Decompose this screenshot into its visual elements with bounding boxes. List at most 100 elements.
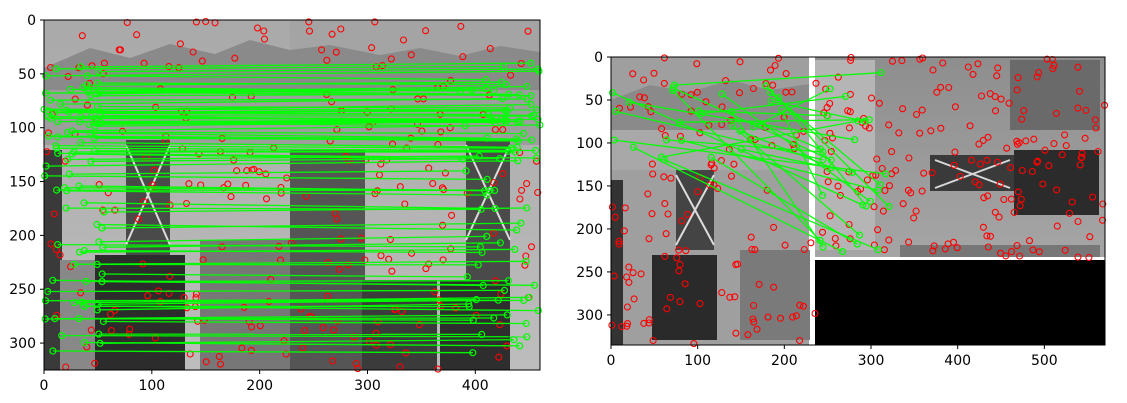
- match-line: [84, 202, 496, 210]
- keypoint-marker: [216, 360, 225, 368]
- keypoint-marker: [1074, 63, 1082, 71]
- keypoint-marker: [750, 318, 758, 326]
- keypoint-marker: [949, 238, 958, 246]
- keypoint-marker: [907, 189, 915, 197]
- keypoint-marker: [176, 40, 184, 48]
- keypoint-marker: [879, 207, 887, 215]
- keypoint-marker: [1017, 195, 1025, 203]
- keypoint-marker: [630, 295, 638, 303]
- match-line: [681, 139, 879, 191]
- keypoint-marker: [753, 325, 761, 333]
- keypoint-marker: [899, 200, 907, 208]
- keypoint-marker: [693, 88, 701, 96]
- keypoint-marker: [111, 206, 119, 214]
- match-endpoint: [483, 232, 491, 240]
- keypoint-marker: [747, 233, 755, 241]
- match-line: [67, 155, 480, 161]
- match-line: [54, 110, 508, 114]
- match-endpoint: [491, 186, 499, 194]
- left-xtick-label: 200: [246, 378, 273, 394]
- keypoint-marker: [1041, 146, 1049, 154]
- keypoint-marker: [730, 160, 738, 168]
- match-line: [47, 289, 505, 293]
- keypoint-marker: [933, 88, 941, 96]
- keypoint-marker: [1091, 116, 1099, 124]
- match-endpoint: [63, 128, 72, 136]
- keypoint-marker: [650, 69, 658, 77]
- keypoint-marker: [1085, 253, 1093, 262]
- keypoint-marker: [964, 63, 972, 71]
- keypoint-marker: [910, 214, 918, 222]
- match-endpoint: [882, 170, 890, 178]
- keypoint-marker: [764, 313, 772, 321]
- match-line: [101, 222, 521, 229]
- keypoint-marker: [750, 301, 758, 310]
- keypoint-marker: [667, 174, 675, 182]
- keypoint-marker: [916, 129, 924, 137]
- keypoint-marker: [189, 48, 197, 56]
- keypoint-marker: [799, 302, 807, 310]
- match-line: [633, 146, 843, 253]
- match-endpoint: [77, 63, 85, 71]
- keypoint-marker: [751, 246, 759, 254]
- keypoint-marker: [387, 55, 395, 63]
- match-line: [666, 139, 823, 153]
- match-endpoint: [625, 98, 633, 106]
- keypoint-marker: [133, 31, 141, 39]
- keypoint-marker: [629, 70, 637, 78]
- match-endpoint: [819, 243, 827, 251]
- match-endpoint: [530, 281, 539, 289]
- keypoint-marker: [1013, 140, 1021, 148]
- keypoint-marker: [991, 93, 999, 101]
- keypoint-marker: [645, 319, 653, 327]
- match-line: [82, 86, 461, 92]
- keypoint-marker: [971, 178, 979, 186]
- match-endpoint: [736, 127, 744, 135]
- keypoint-marker: [446, 124, 454, 132]
- keypoint-marker: [44, 129, 52, 137]
- match-endpoint: [511, 245, 519, 253]
- keypoint-marker: [47, 240, 55, 248]
- keypoint-marker: [429, 179, 437, 188]
- keypoint-marker: [645, 235, 653, 243]
- keypoint-marker: [984, 192, 992, 200]
- right-ytick-label: 250: [576, 265, 603, 281]
- match-endpoint: [510, 336, 518, 344]
- match-endpoint: [737, 145, 746, 153]
- match-endpoint: [87, 157, 95, 165]
- match-endpoint: [523, 204, 531, 212]
- keypoint-marker: [50, 210, 58, 218]
- match-endpoint: [62, 106, 70, 114]
- keypoint-marker: [744, 331, 752, 339]
- match-endpoint: [612, 107, 620, 116]
- match-endpoint: [855, 231, 864, 239]
- keypoint-marker: [1078, 153, 1086, 161]
- keypoint-marker: [648, 160, 656, 168]
- keypoint-marker: [966, 122, 974, 130]
- keypoint-marker: [64, 72, 72, 81]
- match-line: [44, 175, 488, 181]
- match-endpoint: [482, 84, 490, 93]
- keypoint-marker: [218, 243, 226, 251]
- match-endpoint: [70, 148, 78, 156]
- keypoint-marker: [950, 161, 958, 169]
- keypoint-marker: [115, 46, 123, 54]
- keypoint-marker: [706, 181, 714, 189]
- right-xtick-label: 300: [858, 353, 885, 369]
- keypoint-marker: [675, 246, 683, 254]
- keypoint-marker: [1014, 74, 1022, 82]
- keypoint-marker: [781, 241, 789, 249]
- keypoint-marker: [693, 60, 701, 68]
- match-endpoint: [66, 85, 75, 94]
- match-endpoint: [877, 69, 885, 77]
- match-endpoint: [513, 118, 522, 126]
- keypoint-marker: [1045, 162, 1053, 170]
- keypoint-marker: [118, 127, 127, 135]
- keypoint-marker: [937, 83, 945, 91]
- match-line: [90, 157, 500, 162]
- match-line: [765, 85, 890, 207]
- keypoint-marker: [827, 147, 835, 155]
- keypoint-marker: [1034, 157, 1042, 165]
- keypoint-marker: [694, 188, 702, 196]
- keypoint-marker: [425, 260, 433, 268]
